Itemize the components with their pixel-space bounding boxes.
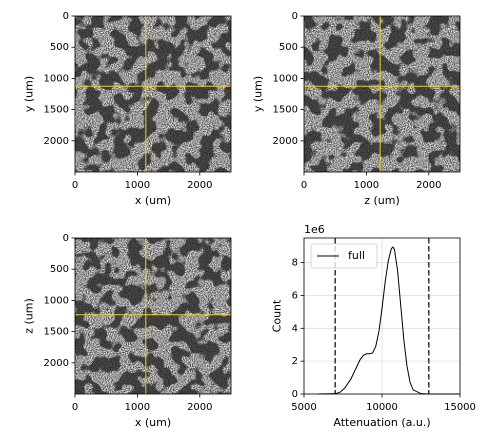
y-axis-label: y (um): [23, 76, 36, 112]
x-axis-label: x (um): [135, 416, 171, 429]
axes-frame: [303, 15, 461, 173]
x-tick-label: 1000: [354, 180, 379, 191]
y-tick-label: 2000: [44, 358, 69, 369]
y-tick-label: 8: [292, 258, 298, 269]
image: [75, 16, 231, 172]
axes-frame: [74, 15, 232, 173]
y-axis-label: y (um): [252, 76, 265, 112]
image: [75, 238, 231, 394]
x-tick-label: 0: [301, 180, 307, 191]
y-tick-label: 500: [50, 264, 69, 275]
y-axis-label: z (um): [23, 298, 36, 334]
x-tick-label: 1000: [125, 402, 150, 413]
y-tick-label: 4: [292, 323, 298, 334]
x-axis-label: Attenuation (a.u.): [333, 416, 430, 429]
y-tick-label: 1500: [44, 327, 69, 338]
y-tick-label: 2: [292, 356, 298, 367]
y-tick-label: 6: [292, 290, 298, 301]
x-tick-label: 10000: [366, 402, 398, 413]
panel: 0 1000 2000 0 500 1000 1500 2000 x (um) z (um): [23, 233, 232, 429]
image: [304, 16, 460, 172]
y-tick-label: 2000: [273, 136, 298, 147]
y-tick-label: 0: [63, 11, 69, 22]
x-tick-label: 5000: [291, 402, 316, 413]
x-tick-label: 1000: [125, 180, 150, 191]
panel: 5000 10000 15000 0 2 4 6 8 Attenuation (a.u.) Cou…: [271, 223, 476, 429]
y-tick-label: 2000: [44, 136, 69, 147]
y-tick-label: 0: [63, 233, 69, 244]
y-tick-label: 500: [279, 42, 298, 53]
y-tick-label: 0: [292, 11, 298, 22]
x-axis-label: z (um): [364, 194, 400, 207]
x-axis-label: x (um): [135, 194, 171, 207]
y-tick-label: 1000: [273, 73, 298, 84]
legend-label: full: [348, 249, 365, 262]
y-tick-label: 1500: [273, 105, 298, 116]
y-tick-label: 500: [50, 42, 69, 53]
x-tick-label: 2000: [416, 180, 441, 191]
panel: 0 1000 2000 0 500 1000 1500 2000 x (um) y (um): [23, 11, 232, 207]
y-tick-label: 1500: [44, 105, 69, 116]
axes-frame: [74, 237, 232, 395]
legend-box: [310, 243, 378, 269]
x-tick-label: 2000: [187, 402, 212, 413]
y-offset-label: 1e6: [304, 223, 325, 236]
x-tick-label: 0: [72, 402, 78, 413]
y-tick-label: 0: [292, 389, 298, 400]
x-tick-label: 2000: [187, 180, 212, 191]
y-tick-label: 1000: [44, 73, 69, 84]
panel: 0 1000 2000 0 500 1000 1500 2000 z (um) y (um): [252, 11, 461, 207]
y-axis-label: Count: [271, 299, 284, 332]
x-tick-label: 0: [72, 180, 78, 191]
x-tick-label: 15000: [444, 402, 476, 413]
legend: full: [310, 243, 378, 269]
y-tick-label: 1000: [44, 295, 69, 306]
series-line: [318, 246, 460, 395]
